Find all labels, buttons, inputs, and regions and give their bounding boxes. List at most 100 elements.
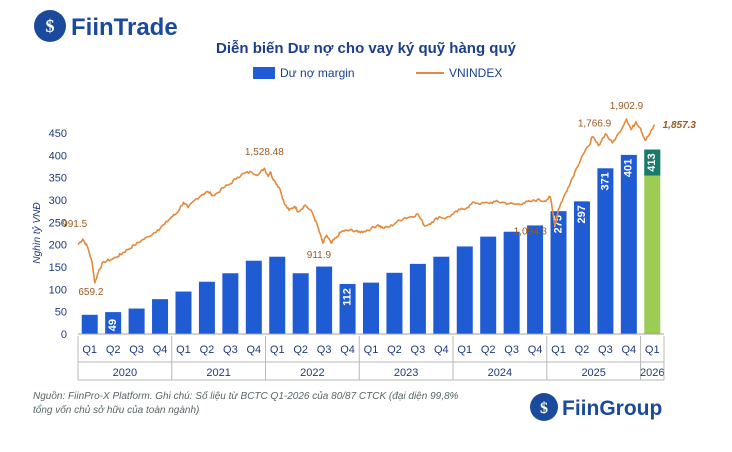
footnote-line-1: Nguồn: FiinPro-X Platform. Ghi chú: Số l… — [33, 390, 459, 402]
y-tick-label: 350 — [49, 173, 67, 185]
bar-data-label: 275 — [552, 215, 564, 233]
y-tick-label: 200 — [49, 240, 67, 252]
vnindex-annotation: 1,902.9 — [610, 101, 644, 112]
y-axis-ticks: 0 50 100 150 200 250 300 350 400 450 — [49, 128, 67, 341]
bar-20 — [550, 211, 567, 334]
x-tick-label: Q2 — [200, 344, 215, 356]
legend-line-label: VNINDEX — [449, 66, 502, 80]
fiintrade-logo: $ FiinTrade — [34, 10, 178, 42]
bar-8 — [269, 256, 286, 334]
bar-13 — [386, 272, 403, 334]
x-tick-label: Q3 — [598, 344, 613, 356]
vnindex-annotation: 1,766.9 — [578, 119, 612, 130]
line-annotations: 991.5 659.2 1,528.48 911.9 1,094.3 1,766.9 1,9… — [62, 101, 696, 298]
bar-22 — [597, 168, 614, 334]
x-tick-label: Q1 — [645, 344, 660, 356]
bar-data-label: 49 — [107, 319, 119, 331]
x-tick-label: Q3 — [317, 344, 332, 356]
vnindex-annotation: 1,857.3 — [663, 120, 697, 131]
x-tick-label: Q2 — [293, 344, 308, 356]
y-tick-label: 250 — [49, 217, 67, 229]
bar-1 — [105, 312, 122, 334]
x-tick-label: Q1 — [364, 344, 379, 356]
svg-text:$: $ — [46, 16, 55, 36]
vnindex-annotation: 1,094.3 — [514, 227, 548, 238]
line-series — [77, 118, 656, 284]
year-label: 2022 — [300, 367, 324, 379]
bar-15 — [433, 256, 450, 334]
bar-19 — [527, 225, 544, 334]
fiintrade-logo-text: FiinTrade — [71, 14, 178, 41]
x-tick-label: Q1 — [551, 344, 566, 356]
bar-data-label: 371 — [599, 172, 611, 190]
x-tick-label: Q4 — [621, 344, 636, 356]
x-tick-label: Q4 — [434, 344, 449, 356]
x-axis: Q1 Q2 Q3 Q4 Q1 Q2 Q3 Q4 Q1 Q2 Q3 Q4 Q1 Q2 Q3 Q4 Q1 Q2 Q3 Q4… — [77, 333, 665, 381]
x-tick-label: Q2 — [106, 344, 121, 356]
x-tick-label: Q1 — [457, 344, 472, 356]
x-tick-label: Q2 — [387, 344, 402, 356]
bar-2 — [128, 308, 145, 334]
x-tick-label: Q1 — [270, 344, 285, 356]
bar-16 — [456, 246, 473, 334]
year-label: 2023 — [394, 367, 418, 379]
x-tick-label: Q3 — [223, 344, 238, 356]
y-tick-label: 150 — [49, 262, 67, 274]
x-tick-label: Q4 — [246, 344, 261, 356]
bar-12 — [363, 282, 379, 334]
legend-bar-swatch — [253, 67, 275, 79]
bar-label-bg — [644, 149, 661, 176]
x-tick-label: Q4 — [153, 344, 168, 356]
y-tick-label: 300 — [49, 195, 67, 207]
bar-9 — [292, 273, 309, 334]
bar-10 — [316, 266, 333, 334]
fiintrade-logo-icon — [34, 10, 66, 42]
y-axis-label: Nghìn tỷ VNĐ — [31, 202, 43, 263]
bar-17 — [480, 236, 497, 334]
footnote-line-2: tổng vốn chủ sở hữu của toàn ngành) — [33, 404, 199, 416]
bar-series — [81, 149, 661, 334]
fiingroup-logo-icon — [530, 393, 558, 421]
bar-data-labels: 49 112 275 297 371 401 413 — [107, 149, 661, 331]
x-tick-label: Q3 — [504, 344, 519, 356]
bar-7 — [245, 260, 262, 334]
x-tick-label: Q4 — [340, 344, 355, 356]
fiingroup-logo: $ FiinGroup — [530, 393, 662, 421]
y-tick-label: 450 — [49, 128, 67, 140]
x-tick-label: Q1 — [176, 344, 191, 356]
y-tick-label: 100 — [49, 284, 67, 296]
bar-21 — [573, 201, 590, 334]
chart-title: Diễn biến Dư nợ cho vay ký quỹ hàng quý — [216, 40, 517, 57]
vnindex-annotation: 911.9 — [307, 250, 332, 261]
vnindex-annotation: 659.2 — [78, 287, 103, 298]
year-label: 2021 — [206, 367, 230, 379]
bar-14 — [409, 263, 426, 334]
bar-data-label: 297 — [576, 205, 588, 223]
bar-data-label: 401 — [623, 159, 635, 177]
bar-6 — [222, 273, 239, 334]
year-label: 2024 — [488, 367, 512, 379]
svg-text:$: $ — [540, 400, 548, 417]
bar-4 — [175, 291, 192, 334]
vnindex-line — [77, 118, 656, 284]
y-tick-label: 0 — [61, 329, 67, 341]
x-tick-label: Q2 — [481, 344, 496, 356]
x-tick-label: Q2 — [575, 344, 590, 356]
bar-23 — [620, 154, 637, 334]
y-tick-label: 400 — [49, 150, 67, 162]
x-tick-label: Q1 — [82, 344, 97, 356]
vnindex-annotation: 991.5 — [62, 219, 87, 230]
x-tick-label: Q3 — [411, 344, 426, 356]
vnindex-annotation: 1,528.48 — [245, 147, 284, 158]
y-tick-label: 50 — [55, 307, 67, 319]
bar-24 — [644, 149, 661, 334]
bar-3 — [152, 299, 169, 334]
x-tick-label: Q3 — [129, 344, 144, 356]
legend-bar-label: Dư nợ margin — [280, 66, 355, 80]
bar-data-label: 112 — [341, 288, 353, 306]
year-label: 2026 — [640, 367, 664, 379]
legend: Dư nợ margin VNINDEX — [253, 66, 502, 80]
bar-data-label: 413 — [646, 153, 658, 171]
x-tick-label: Q4 — [528, 344, 543, 356]
